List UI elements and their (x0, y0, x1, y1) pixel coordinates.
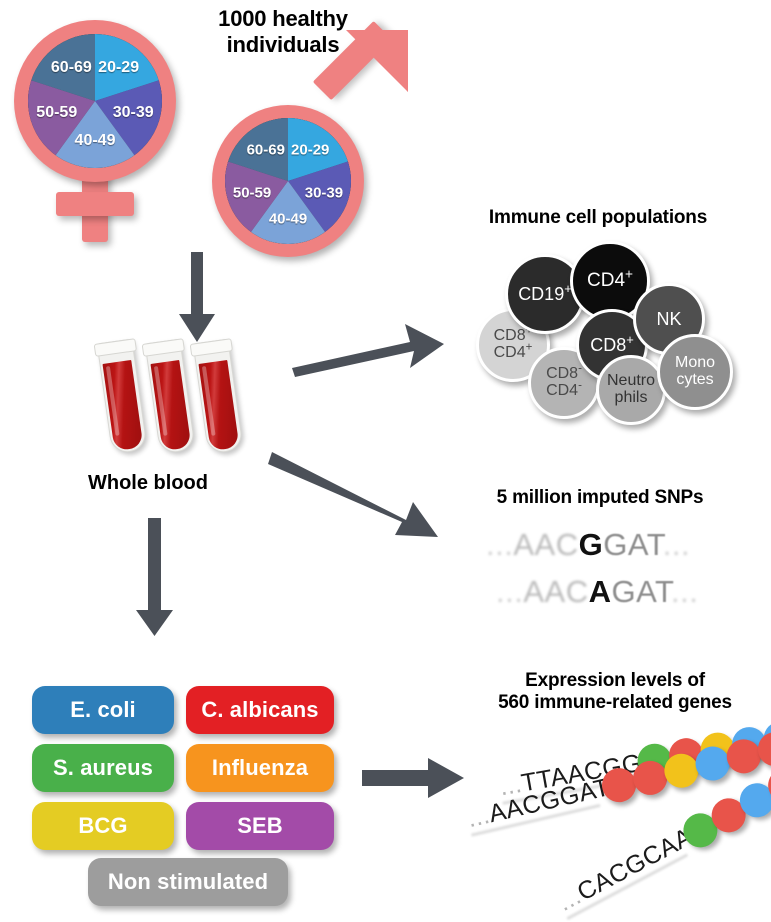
venus-age-pie: 20-29 30-39 40-49 50-59 60-69 (28, 34, 162, 168)
snp-right-bases: GAT (603, 527, 663, 562)
arrow-blood-to-stimuli (136, 518, 173, 636)
immune-cell-label: NK (656, 308, 682, 329)
immune-cell-label: Neutro phils (606, 372, 656, 406)
age-slice-label: 30-39 (112, 104, 154, 122)
immune-cell-label: CD8- CD4- (546, 363, 582, 399)
stimulus-label: Non stimulated (107, 869, 269, 894)
immune-cell-label: CD19+ (518, 280, 572, 304)
stimulus-seb[interactable]: SEB (186, 802, 334, 850)
snp-prefix-dots: ... (496, 574, 524, 609)
strand-sequence-text: ...AACGGAT (464, 773, 613, 834)
expression-title-line1: Expression levels of (525, 670, 705, 691)
section-title-expression: Expression levels of 560 immune-related … (470, 670, 760, 714)
age-slice-label: 40-49 (74, 132, 116, 150)
age-slice-label: 60-69 (246, 141, 285, 159)
age-slice-label: 60-69 (50, 59, 92, 77)
whole-blood-label: Whole blood (88, 472, 208, 494)
snp-variant-base: A (588, 574, 612, 609)
stimulus-label: S. aureus (53, 755, 153, 780)
stimulus-label: E. coli (70, 697, 136, 722)
section-title-snps: 5 million imputed SNPs (496, 487, 704, 508)
stimulus-bcg[interactable]: BCG (32, 802, 174, 850)
snp-right-bases: GAT (611, 574, 671, 609)
arrow-cohort-to-blood (179, 252, 215, 342)
page-title-cohort: 1000 healthy individuals (168, 6, 398, 57)
stimulus-s-aureus[interactable]: S. aureus (32, 744, 174, 792)
stimulus-label: SEB (237, 813, 283, 838)
stimulus-label: BCG (78, 813, 128, 838)
expression-title-line2: 560 immune-related genes (498, 692, 732, 714)
age-slice-label: 30-39 (304, 184, 344, 202)
snp-allele-row: ...AACAGAT... (496, 574, 698, 610)
strand-sequence-text: ...CACGCAA (553, 822, 698, 917)
age-slice-label: 50-59 (232, 184, 272, 202)
immune-cell-label: CD4+ (587, 266, 633, 292)
age-slice-label: 20-29 (291, 141, 330, 159)
snp-allele-row: ...AACGGAT... (486, 527, 690, 563)
stimulus-influenza[interactable]: Influenza (186, 744, 334, 792)
stimulus-c-albicans[interactable]: C. albicans (186, 686, 334, 734)
stimuli-panel: E. coli C. albicans S. aureus Influenza BCG S… (0, 0, 360, 922)
stimulus-e-coli[interactable]: E. coli (32, 686, 174, 734)
age-slice-label: 40-49 (268, 210, 308, 228)
cohort-title-line2: individuals (226, 31, 340, 57)
mars-age-pie: 20-29 30-39 40-49 50-59 60-69 (225, 118, 351, 244)
cohort-title-line1: 1000 healthy (218, 6, 348, 31)
snp-left-bases: AAC (513, 527, 579, 562)
immune-cell-bubble-neutrophils[interactable]: Neutro phils (596, 355, 666, 425)
snp-suffix-dots: ... (670, 574, 699, 609)
immune-cell-bubble-cluster: CD8+CD4+CD19+CD4+CD8-CD4-CD8+NKNeutrophi… (0, 0, 771, 425)
stimulus-non-stimulated[interactable]: Non stimulated (88, 858, 288, 906)
venus-stem-horizontal (56, 192, 134, 216)
snp-suffix-dots: ... (662, 527, 691, 562)
arrow-stimuli-to-expression (362, 758, 464, 798)
age-slice-label: 20-29 (98, 59, 140, 77)
arrow-blood-to-immune (292, 324, 444, 377)
immune-cell-label: CD8+ (590, 331, 634, 355)
snp-left-bases: AAC (523, 574, 589, 609)
section-title-immune-cells: Immune cell populations (488, 207, 708, 228)
snp-variant-base: G (578, 527, 604, 562)
immune-cell-label: Mono cytes (674, 354, 716, 388)
age-slice-label: 50-59 (36, 104, 78, 122)
stimulus-label: Influenza (211, 755, 309, 780)
immune-cell-bubble-monocytes[interactable]: Mono cytes (657, 334, 733, 410)
arrow-blood-to-snps (268, 452, 438, 537)
stimulus-label: C. albicans (201, 697, 319, 722)
snp-prefix-dots: ... (486, 527, 514, 562)
